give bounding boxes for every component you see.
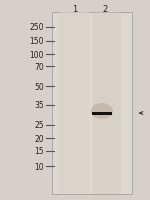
Text: 70: 70 — [34, 62, 44, 71]
Bar — [52, 13, 132, 194]
Bar — [59, 13, 89, 194]
Text: 150: 150 — [30, 37, 44, 46]
Ellipse shape — [91, 103, 113, 119]
Text: 1: 1 — [72, 4, 78, 13]
Bar — [92, 112, 112, 115]
Text: 35: 35 — [34, 101, 44, 110]
Text: 250: 250 — [30, 23, 44, 32]
Text: 20: 20 — [34, 134, 44, 143]
Text: 15: 15 — [34, 147, 44, 156]
Text: 10: 10 — [34, 162, 44, 171]
Bar — [93, 13, 121, 194]
Text: 2: 2 — [102, 4, 108, 13]
Text: 50: 50 — [34, 82, 44, 91]
Text: 25: 25 — [34, 121, 44, 130]
Text: 100: 100 — [30, 50, 44, 59]
